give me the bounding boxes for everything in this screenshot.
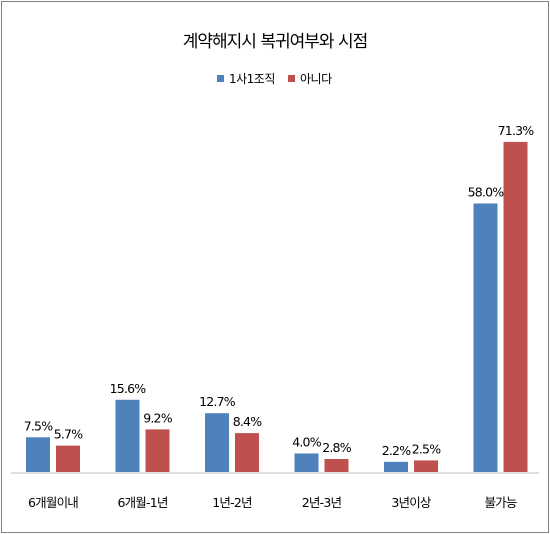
data-label-1-6: 58.0% <box>468 184 505 199</box>
category-label-4: 2년-3년 <box>302 495 342 510</box>
data-label-2-3: 8.4% <box>233 414 262 429</box>
chart-title: 계약해지시 복귀여부와 시점 <box>183 32 368 52</box>
bar-1-1 <box>26 437 50 472</box>
category-label-2: 6개월-1년 <box>117 495 167 510</box>
bar-1-5 <box>384 461 408 472</box>
bar-2-2 <box>145 429 170 472</box>
legend-swatch-series-2 <box>288 75 295 82</box>
category-label-3: 1년-2년 <box>212 495 252 510</box>
data-labels-group: 7.5%5.7% 15.6% 9.2% 12.7% 8.4% 4.0% 2.8% 2.2% 2.… <box>24 123 535 458</box>
bar-2-1 <box>56 445 80 472</box>
bars-group <box>26 141 528 473</box>
category-label-5: 3년이상 <box>391 495 432 510</box>
bar-1-4 <box>294 453 319 472</box>
legend: 1사1조직 아니다 <box>217 72 333 86</box>
category-label-1: 6개월이내 <box>28 495 78 510</box>
data-label-1-2: 15.6% <box>110 381 147 396</box>
legend-label-series-1: 1사1조직 <box>229 72 275 86</box>
bar-1-2 <box>115 399 140 472</box>
data-label-2-2: 9.2% <box>143 410 172 425</box>
bar-1-3 <box>205 413 229 472</box>
bar-2-6 <box>503 141 528 473</box>
data-label-2-1: 5.7% <box>54 427 83 442</box>
legend-label-series-2: 아니다 <box>300 72 332 86</box>
data-label-1-1: 7.5% <box>24 418 53 433</box>
data-label-1-4: 4.0% <box>292 434 321 449</box>
data-label-2-4: 2.8% <box>322 440 351 455</box>
category-label-6: 불가능 <box>484 495 516 510</box>
data-label-1-5: 2.2% <box>382 443 411 458</box>
legend-swatch-series-1 <box>217 75 224 82</box>
bar-1-6 <box>473 203 498 472</box>
data-label-2-6: 71.3% <box>498 123 535 138</box>
bar-2-5 <box>414 460 438 472</box>
bar-2-4 <box>324 459 349 472</box>
category-labels-group: 6개월이내 6개월-1년 1년-2년 2년-3년 3년이상 불가능 <box>28 495 518 510</box>
data-label-1-3: 12.7% <box>199 394 236 409</box>
data-label-2-5: 2.5% <box>412 441 441 456</box>
bar-2-3 <box>235 433 259 472</box>
